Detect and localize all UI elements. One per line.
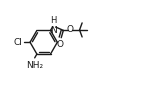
- Text: Cl: Cl: [14, 38, 22, 47]
- Text: O: O: [56, 40, 63, 49]
- Text: H: H: [50, 16, 57, 25]
- Text: O: O: [67, 25, 74, 34]
- Text: N: N: [50, 26, 57, 34]
- Text: NH₂: NH₂: [26, 61, 43, 70]
